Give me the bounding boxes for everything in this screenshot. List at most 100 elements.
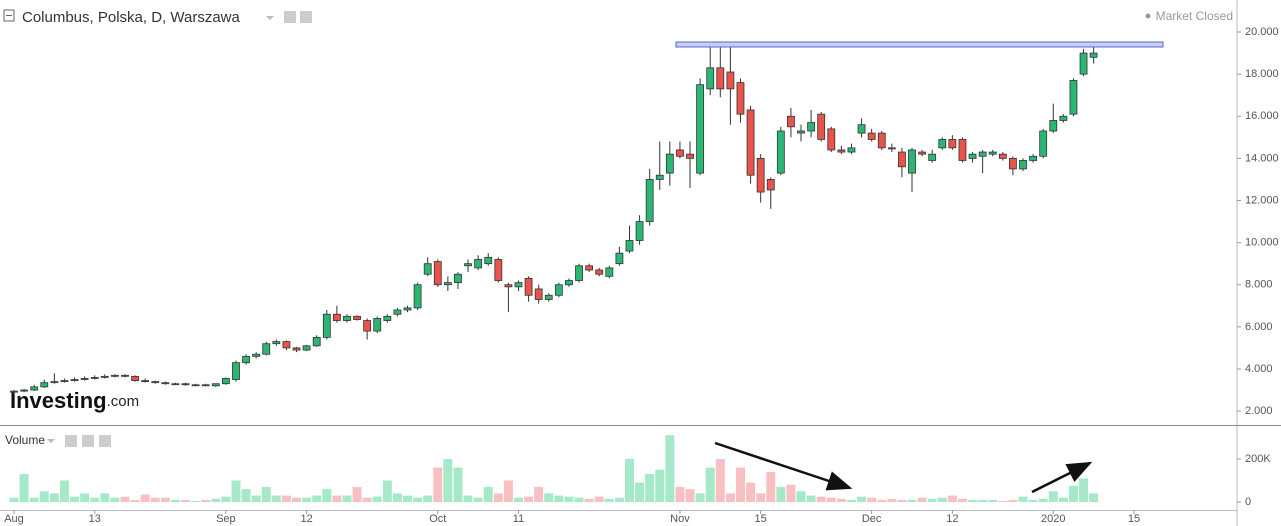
candle-body bbox=[282, 341, 291, 349]
settings-icon[interactable] bbox=[300, 11, 312, 23]
volume-bar bbox=[796, 491, 806, 503]
candle-body bbox=[595, 269, 604, 275]
volume-bar bbox=[251, 495, 261, 503]
candle-body bbox=[292, 347, 301, 351]
settings-icon[interactable] bbox=[284, 11, 296, 23]
candle-body bbox=[847, 147, 856, 153]
watermark-suffix: .com bbox=[107, 393, 140, 410]
candle-body bbox=[211, 383, 220, 387]
volume-bar bbox=[150, 497, 160, 503]
candle-body bbox=[262, 343, 271, 355]
x-tick-label: Dec bbox=[862, 513, 882, 525]
volume-dropdown[interactable] bbox=[47, 439, 55, 443]
candle-body bbox=[827, 128, 836, 151]
volume-bar bbox=[120, 496, 130, 503]
candle-body bbox=[908, 149, 916, 174]
candle-body bbox=[665, 153, 674, 174]
candle-body bbox=[474, 259, 483, 269]
volume-bar bbox=[453, 467, 463, 503]
volume-bar bbox=[655, 469, 665, 503]
marks: 2.000 4.000 6.000 8.000 10.000 12.000 14.000 16… bbox=[4, 26, 1278, 525]
settings-icon[interactable] bbox=[82, 435, 94, 447]
volume-bar bbox=[725, 493, 735, 503]
volume-bar bbox=[413, 497, 423, 503]
volume-bar bbox=[786, 484, 796, 503]
volume-bar bbox=[968, 499, 978, 503]
candle-body bbox=[151, 381, 160, 384]
volume-y-tick-label: 0 bbox=[1245, 496, 1251, 508]
candle-body bbox=[100, 375, 109, 378]
candle-body bbox=[171, 383, 180, 386]
chart-title: Columbus, Polska, D, Warszawa bbox=[22, 9, 241, 26]
volume-bar bbox=[29, 497, 39, 503]
candle-body bbox=[232, 362, 240, 380]
x-tick-label: 15 bbox=[1128, 513, 1140, 525]
volume-bar bbox=[342, 495, 352, 503]
volume-bar bbox=[1018, 496, 1028, 503]
y-tick-label: 14.000 bbox=[1245, 152, 1279, 164]
candle-body bbox=[857, 124, 866, 134]
y-tick-label: 2.000 bbox=[1245, 405, 1273, 417]
volume-bar bbox=[534, 486, 544, 503]
volume-bar bbox=[645, 474, 655, 503]
candle-body bbox=[383, 315, 392, 321]
candle-body bbox=[363, 320, 372, 332]
volume-bar bbox=[160, 497, 170, 503]
candle-body bbox=[494, 259, 503, 281]
collapse-icon[interactable] bbox=[3, 9, 15, 22]
candle-body bbox=[504, 284, 513, 288]
volume-bar bbox=[897, 499, 907, 503]
candle-body bbox=[554, 284, 563, 296]
volume-bar bbox=[100, 493, 110, 503]
candle-body bbox=[958, 139, 967, 161]
volume-bar bbox=[241, 489, 251, 503]
close-icon[interactable] bbox=[99, 435, 111, 447]
candle-body bbox=[131, 375, 139, 381]
volume-bar bbox=[514, 497, 523, 503]
candle-body bbox=[413, 284, 422, 309]
volume-bar bbox=[352, 486, 362, 503]
candle-body bbox=[1049, 120, 1058, 132]
volume-bar bbox=[1089, 493, 1099, 503]
candle-body bbox=[534, 288, 543, 300]
candle-body bbox=[423, 263, 432, 275]
y-tick-label: 6.000 bbox=[1245, 321, 1273, 333]
candle-body bbox=[242, 355, 250, 364]
volume-bar bbox=[181, 499, 191, 503]
candle-body bbox=[575, 265, 583, 281]
volume-bar bbox=[473, 497, 483, 503]
volume-bar bbox=[19, 474, 29, 503]
title-dropdown[interactable] bbox=[266, 16, 274, 20]
candle-body bbox=[30, 386, 39, 391]
volume-bar bbox=[917, 497, 927, 503]
candle-body bbox=[797, 130, 805, 134]
volume-bar bbox=[1068, 485, 1078, 503]
volume-bar bbox=[403, 495, 413, 503]
volume-bar bbox=[110, 497, 120, 503]
candle-body bbox=[332, 313, 341, 321]
candle-body bbox=[726, 71, 735, 90]
volume-bar bbox=[1079, 478, 1089, 503]
volume-bar bbox=[221, 496, 231, 503]
volume-bar bbox=[998, 500, 1008, 503]
y-tick-label: 10.000 bbox=[1245, 237, 1279, 249]
settings-icon[interactable] bbox=[65, 435, 77, 447]
candle-body bbox=[635, 221, 644, 241]
status-dot bbox=[1145, 13, 1151, 19]
candle-body bbox=[625, 240, 634, 252]
x-tick-label: Aug bbox=[4, 513, 24, 525]
candle-body bbox=[706, 67, 715, 90]
candle-body bbox=[373, 318, 382, 332]
volume-bar bbox=[857, 496, 867, 503]
watermark: Investing.com bbox=[10, 388, 139, 413]
volume-bar bbox=[877, 499, 887, 503]
volume-bar bbox=[211, 498, 221, 503]
candle-body bbox=[181, 383, 190, 386]
volume-bar bbox=[49, 493, 59, 503]
volume-bar bbox=[695, 493, 705, 503]
candle-body bbox=[746, 109, 755, 176]
volume-bar bbox=[806, 495, 816, 503]
candle-body bbox=[736, 82, 745, 115]
